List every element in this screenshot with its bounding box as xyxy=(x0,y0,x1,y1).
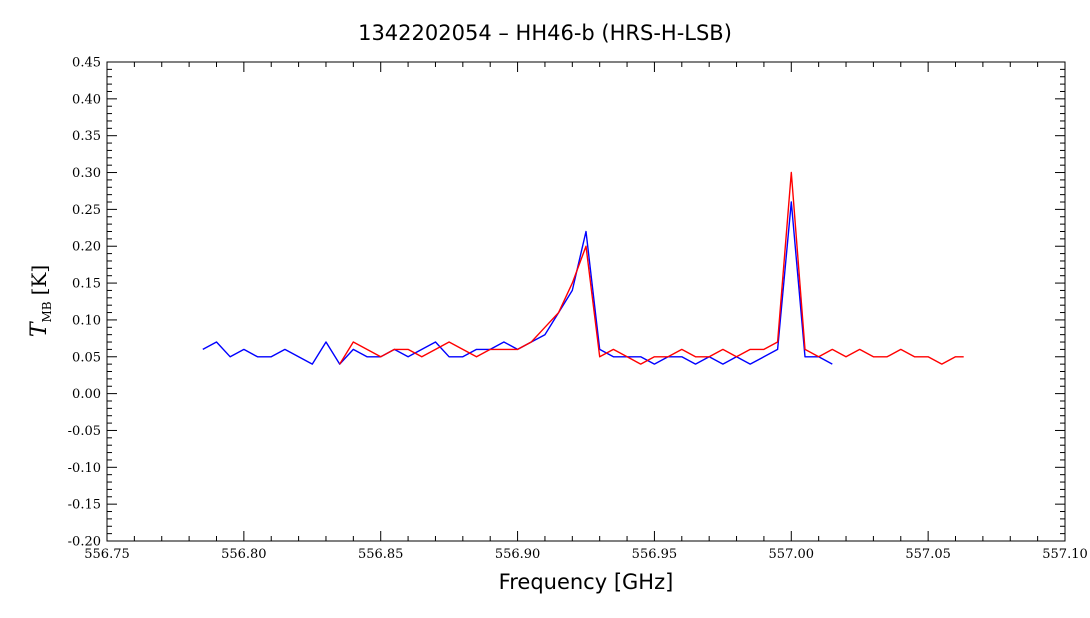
y-tick-label: -0.20 xyxy=(68,535,101,550)
y-tick-label: 0.30 xyxy=(72,166,101,181)
spectrum-series-2 xyxy=(339,171,964,365)
y-tick-label: -0.10 xyxy=(68,461,101,476)
spectrum-series-1 xyxy=(202,201,833,365)
y-axis-label: TMB [K] xyxy=(27,265,54,337)
x-tick-label: 556.80 xyxy=(221,547,267,562)
x-tick-label: 556.95 xyxy=(632,547,678,562)
y-tick-label: 0.00 xyxy=(72,387,101,402)
y-tick-label: -0.15 xyxy=(68,498,101,513)
svg-text:TMB[K]: TMB [K] xyxy=(27,265,54,337)
y-tick-label: 0.45 xyxy=(72,56,101,71)
x-tick-label: 556.90 xyxy=(495,547,541,562)
plot-frame xyxy=(106,61,1066,542)
chart-title: 1342202054 – HH46-b (HRS-H-LSB) xyxy=(358,21,732,45)
x-tick-label: 556.85 xyxy=(358,547,404,562)
x-tick-label: 557.10 xyxy=(1042,547,1088,562)
y-tick-label: 0.05 xyxy=(72,350,101,365)
y-tick-label: 0.40 xyxy=(72,92,101,107)
y-axis-label-symbol: T xyxy=(27,320,52,337)
y-tick-label: 0.15 xyxy=(72,277,101,292)
y-axis-label-unit: [K] xyxy=(27,265,51,296)
x-tick-label: 557.05 xyxy=(905,547,951,562)
axis-ticks: 556.75 556.80 556.85 556.90 556.95 557.00 557.… xyxy=(68,56,1088,563)
y-tick-label: 0.25 xyxy=(72,203,101,218)
y-tick-label: 0.10 xyxy=(72,313,101,328)
y-tick-label: 0.20 xyxy=(72,240,101,255)
y-axis-label-subscript: MB xyxy=(40,301,54,322)
x-axis-label: Frequency [GHz] xyxy=(499,570,674,594)
y-tick-label: 0.35 xyxy=(72,129,101,144)
plot-area xyxy=(202,171,964,365)
y-tick-label: -0.05 xyxy=(68,424,101,439)
x-tick-label: 556.75 xyxy=(84,547,130,562)
x-tick-label: 557.00 xyxy=(769,547,815,562)
